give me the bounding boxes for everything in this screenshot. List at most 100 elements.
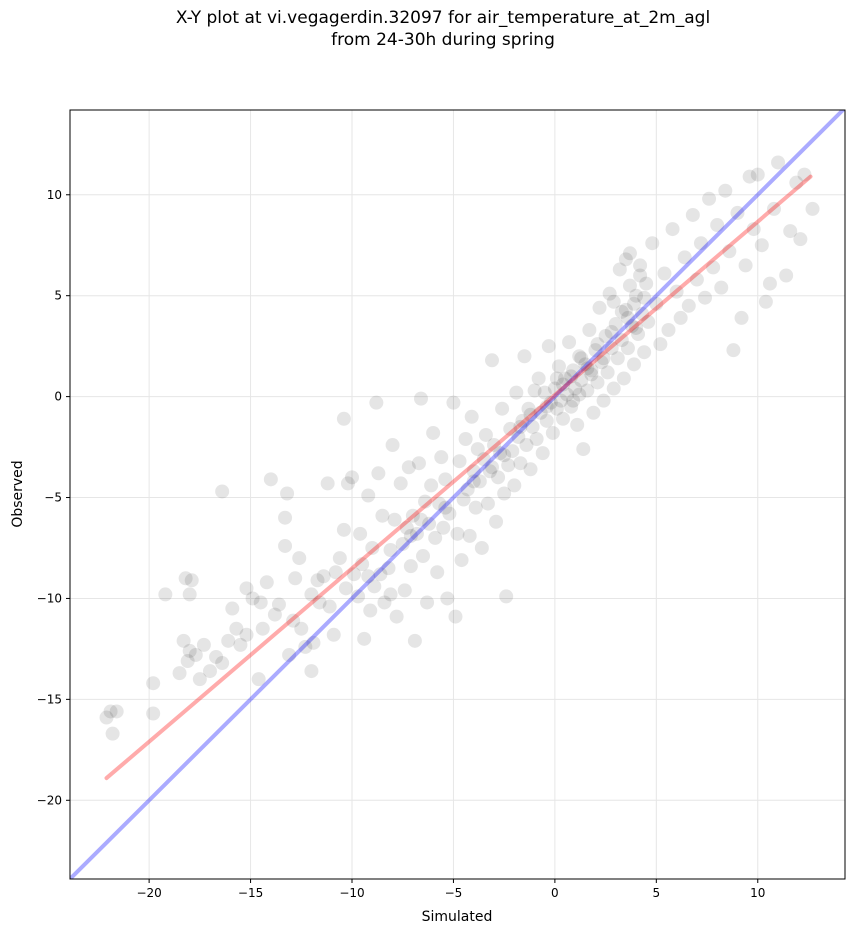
scatter-point (627, 357, 642, 372)
scatter-point (184, 573, 199, 588)
scatter-point (521, 401, 536, 416)
scatter-point (633, 258, 648, 273)
scatter-point (432, 496, 447, 511)
scatter-point (221, 633, 236, 648)
x-axis-ticks: −20 −15 −10 −5 0 5 10 (136, 879, 765, 900)
scatter-point (251, 672, 266, 687)
scatter-point (610, 351, 625, 366)
scatter-point (789, 175, 804, 190)
scatter-point (669, 284, 684, 299)
scatter-point (383, 587, 398, 602)
scatter-point (746, 222, 761, 237)
scatter-point (215, 484, 230, 499)
scatter-point (614, 333, 629, 348)
scatter-point (537, 385, 552, 400)
scatter-point (387, 512, 402, 527)
fit-line (104, 174, 813, 781)
grid (70, 110, 845, 879)
scatter-point (710, 218, 725, 233)
scatter-point (456, 492, 471, 507)
scatter-point (564, 399, 579, 414)
scatter-point (176, 633, 191, 648)
scatter-point (797, 167, 812, 182)
scatter-point (549, 401, 564, 416)
scatter-point (253, 595, 268, 610)
scatter-point (411, 456, 426, 471)
x-tick-label: −10 (339, 886, 364, 900)
scatter-point (503, 421, 518, 436)
scatter-point (233, 637, 248, 652)
scatter-point (622, 278, 637, 293)
scatter-point (653, 337, 668, 352)
x-axis-label: Simulated (422, 909, 493, 925)
scatter-point (673, 310, 688, 325)
scatter-point (146, 706, 161, 721)
scatter-point (365, 540, 380, 555)
scatter-point (263, 472, 278, 487)
scatter-point (446, 395, 461, 410)
scatter-point (468, 500, 483, 515)
scatter-point (549, 371, 564, 386)
y-axis-label: Observed (10, 460, 26, 527)
scatter-point (298, 639, 313, 654)
scatter-point (600, 365, 615, 380)
scatter-point (501, 458, 516, 473)
scatter-point (422, 516, 437, 531)
scatter-point (572, 349, 587, 364)
scatter-point (529, 431, 544, 446)
scatter-point (570, 417, 585, 432)
scatter-point (535, 446, 550, 461)
scatter-point (178, 571, 193, 586)
scatter-point (722, 244, 737, 259)
scatter-point (562, 335, 577, 350)
scatter-point (590, 337, 605, 352)
scatter-point (614, 304, 629, 319)
scatter-point (180, 654, 195, 669)
scatter-point (146, 676, 161, 691)
scatter-point (604, 341, 619, 356)
scatter-point (633, 268, 648, 283)
scatter-point (590, 375, 605, 390)
scatter-point (533, 405, 548, 420)
scatter-point (458, 431, 473, 446)
scatter-point (616, 371, 631, 386)
scatter-point (661, 323, 676, 338)
scatter-point (574, 373, 589, 388)
scatter-point (239, 581, 254, 596)
scatter-point (424, 478, 439, 493)
scatter-point (436, 520, 451, 535)
scatter-point (771, 155, 786, 170)
scatter-point (718, 183, 733, 198)
scatter-point (442, 506, 457, 521)
scatter-point (568, 381, 583, 396)
scatter-point (426, 425, 441, 440)
scatter-point (409, 526, 424, 541)
scatter-point (182, 643, 197, 658)
chart-title: X-Y plot at vi.vegagerdin.32097 for air_… (175, 8, 711, 28)
scatter-point (413, 512, 428, 527)
scatter-point (513, 456, 528, 471)
scatter-point (726, 343, 741, 358)
scatter-point (702, 191, 717, 206)
scatter-point (466, 464, 481, 479)
scatter-point (584, 363, 599, 378)
scatter-point (620, 341, 635, 356)
scatter-point (779, 268, 794, 283)
scatter-point (629, 320, 644, 335)
scatter-point (543, 395, 558, 410)
scatter-point (377, 595, 392, 610)
scatter-point (239, 627, 254, 642)
scatter-point (519, 438, 534, 453)
scatter-point (345, 470, 360, 485)
scatter-point (762, 276, 777, 291)
scatter-point (706, 260, 721, 275)
scatter-point (618, 302, 633, 317)
scatter-point (602, 286, 617, 301)
scatter-point (480, 496, 495, 511)
scatter-point (578, 357, 593, 372)
scatter-point (347, 567, 362, 582)
scatter-point (371, 466, 386, 481)
scatter-point (491, 470, 506, 485)
scatter-point (196, 637, 211, 652)
